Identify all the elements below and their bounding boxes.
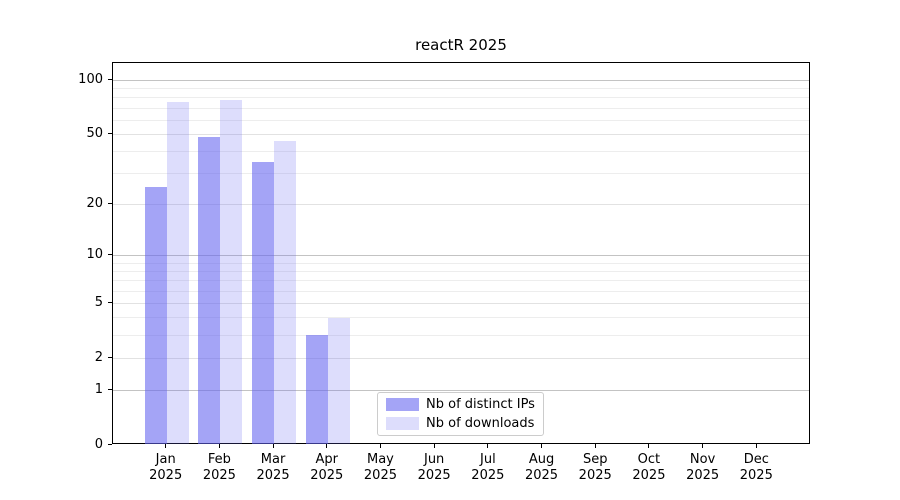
legend-item-distinct-ips: Nb of distinct IPs <box>386 397 535 412</box>
x-tick-label-oct: Oct 2025 <box>632 452 666 483</box>
y-tick-100 <box>108 78 112 80</box>
gridline-y2 <box>113 357 809 359</box>
bar-downloads-feb <box>220 99 243 444</box>
y-tick-0 <box>108 443 112 445</box>
x-tick-label-nov: Nov 2025 <box>686 452 720 483</box>
bar-downloads-jan <box>166 101 189 444</box>
y-tick-label-100: 100 <box>78 71 103 87</box>
x-tick-label-jan: Jan 2025 <box>149 452 183 483</box>
chart-title: reactR 2025 <box>415 36 507 54</box>
plot-area <box>112 62 810 444</box>
gridline-minor-8 <box>113 270 809 272</box>
y-tick-label-2: 2 <box>94 349 103 365</box>
legend-item-downloads: Nb of downloads <box>386 416 535 431</box>
gridline-minor-90 <box>113 87 809 89</box>
x-tick-dec <box>755 444 757 448</box>
x-tick-label-feb: Feb 2025 <box>202 452 236 483</box>
y-tick-1 <box>108 388 112 390</box>
gridline-major-y100 <box>113 79 809 81</box>
bar-distinct-ips-apr <box>305 335 328 444</box>
gridline-y20 <box>113 203 809 205</box>
gridline-minor-6 <box>113 290 809 292</box>
x-tick-label-may: May 2025 <box>363 452 397 483</box>
gridline-minor-3 <box>113 334 809 336</box>
x-tick-label-jun: Jun 2025 <box>417 452 451 483</box>
x-tick-aug <box>541 444 543 448</box>
legend: Nb of distinct IPs Nb of downloads <box>377 392 544 436</box>
x-tick-oct <box>648 444 650 448</box>
y-tick-20 <box>108 202 112 204</box>
x-tick-jun <box>433 444 435 448</box>
gridline-y50 <box>113 133 809 135</box>
y-tick-10 <box>108 253 112 255</box>
x-tick-label-mar: Mar 2025 <box>256 452 290 483</box>
legend-label-distinct-ips: Nb of distinct IPs <box>426 397 535 412</box>
y-tick-2 <box>108 356 112 358</box>
x-tick-sep <box>594 444 596 448</box>
gridline-major-y1 <box>113 389 809 391</box>
y-tick-50 <box>108 132 112 134</box>
y-tick-label-0: 0 <box>94 436 103 452</box>
gridline-y5 <box>113 302 809 304</box>
x-tick-mar <box>272 444 274 448</box>
x-tick-nov <box>702 444 704 448</box>
gridline-minor-70 <box>113 107 809 109</box>
bar-downloads-mar <box>274 140 297 444</box>
downloads-swatch <box>386 417 419 430</box>
gridline-minor-40 <box>113 150 809 152</box>
gridline-minor-60 <box>113 119 809 121</box>
x-tick-label-sep: Sep 2025 <box>578 452 612 483</box>
gridline-minor-9 <box>113 262 809 264</box>
x-tick-may <box>379 444 381 448</box>
gridline-major-y10 <box>113 254 809 256</box>
gridline-minor-30 <box>113 173 809 175</box>
bar-distinct-ips-feb <box>198 137 221 444</box>
y-tick-label-20: 20 <box>86 195 103 211</box>
y-tick-label-50: 50 <box>86 125 103 141</box>
y-tick-5 <box>108 301 112 303</box>
x-tick-feb <box>218 444 220 448</box>
x-tick-label-apr: Apr 2025 <box>310 452 344 483</box>
x-tick-label-aug: Aug 2025 <box>524 452 559 483</box>
gridline-minor-4 <box>113 317 809 319</box>
x-tick-label-dec: Dec 2025 <box>739 452 773 483</box>
x-tick-jul <box>487 444 489 448</box>
bar-distinct-ips-mar <box>252 161 275 444</box>
gridline-minor-80 <box>113 97 809 99</box>
x-tick-label-jul: Jul 2025 <box>471 452 505 483</box>
gridline-minor-7 <box>113 280 809 282</box>
x-tick-apr <box>326 444 328 448</box>
y-tick-label-10: 10 <box>86 246 103 262</box>
x-tick-jan <box>165 444 167 448</box>
y-tick-label-5: 5 <box>94 294 103 310</box>
legend-label-downloads: Nb of downloads <box>426 416 535 431</box>
bar-downloads-apr <box>327 317 350 444</box>
bar-distinct-ips-jan <box>144 187 167 444</box>
distinct-ips-swatch <box>386 398 419 411</box>
y-tick-label-1: 1 <box>94 381 103 397</box>
